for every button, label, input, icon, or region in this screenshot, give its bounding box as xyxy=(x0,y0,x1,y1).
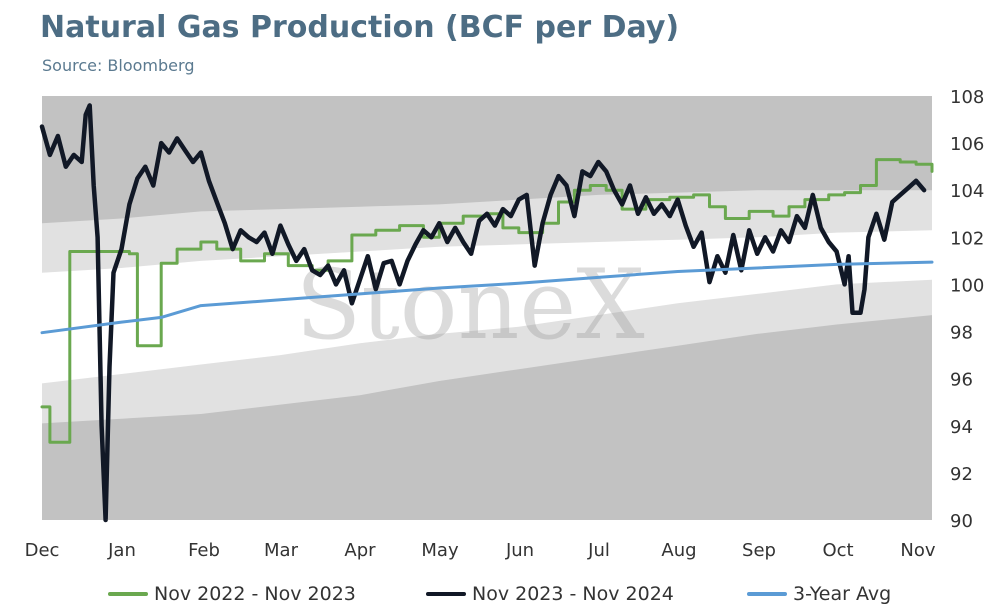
series-line-2 xyxy=(40,260,934,335)
legend: Nov 2022 - Nov 2023 Nov 2023 - Nov 2024 … xyxy=(0,583,994,607)
x-axis: Dec Jan Feb Mar Apr May Jun Jul Aug Sep Oct Nov xyxy=(25,540,936,561)
chart-title: Natural Gas Production (BCF per Day) xyxy=(40,10,680,45)
y-tick-label: 98 xyxy=(950,323,973,344)
legend-swatch-green xyxy=(108,592,148,596)
legend-label: Nov 2023 - Nov 2024 xyxy=(472,583,674,605)
y-tick-label: 108 xyxy=(950,87,984,108)
legend-item-nov-2023: Nov 2023 - Nov 2024 xyxy=(426,583,674,605)
y-tick-label: 106 xyxy=(950,134,984,155)
legend-item-nov-2022: Nov 2022 - Nov 2023 xyxy=(108,583,356,605)
series-line-0 xyxy=(40,158,934,444)
chart-source: Source: Bloomberg xyxy=(42,56,195,75)
legend-swatch-blue xyxy=(747,592,787,596)
x-tick-label: Nov xyxy=(900,540,935,561)
legend-item-3yr-avg: 3-Year Avg xyxy=(747,583,891,605)
y-axis: 90 92 94 96 98 100 102 104 106 108 xyxy=(950,87,984,532)
x-tick-label: Feb xyxy=(188,540,220,561)
x-tick-label: Jan xyxy=(107,540,136,561)
legend-label: 3-Year Avg xyxy=(793,583,892,605)
y-tick-label: 90 xyxy=(950,511,973,532)
legend-label: Nov 2022 - Nov 2023 xyxy=(154,583,356,605)
x-tick-label: Sep xyxy=(742,540,776,561)
y-tick-label: 100 xyxy=(950,275,984,296)
x-tick-label: Jul xyxy=(587,540,610,561)
y-tick-label: 92 xyxy=(950,464,973,485)
watermark: StoneX xyxy=(295,249,644,361)
series-lines xyxy=(39,103,934,523)
y-tick-label: 96 xyxy=(950,370,973,391)
legend-swatch-black xyxy=(426,592,466,596)
x-tick-label: May xyxy=(421,540,459,561)
x-tick-label: Apr xyxy=(344,540,376,561)
series-line-1 xyxy=(39,103,927,523)
x-tick-label: Mar xyxy=(264,540,299,561)
x-tick-label: Aug xyxy=(661,540,696,561)
x-tick-label: Oct xyxy=(822,540,853,561)
y-tick-label: 94 xyxy=(950,417,973,438)
y-tick-label: 102 xyxy=(950,228,984,249)
y-tick-label: 104 xyxy=(950,181,984,202)
x-tick-label: Jun xyxy=(505,540,534,561)
x-tick-label: Dec xyxy=(25,540,60,561)
